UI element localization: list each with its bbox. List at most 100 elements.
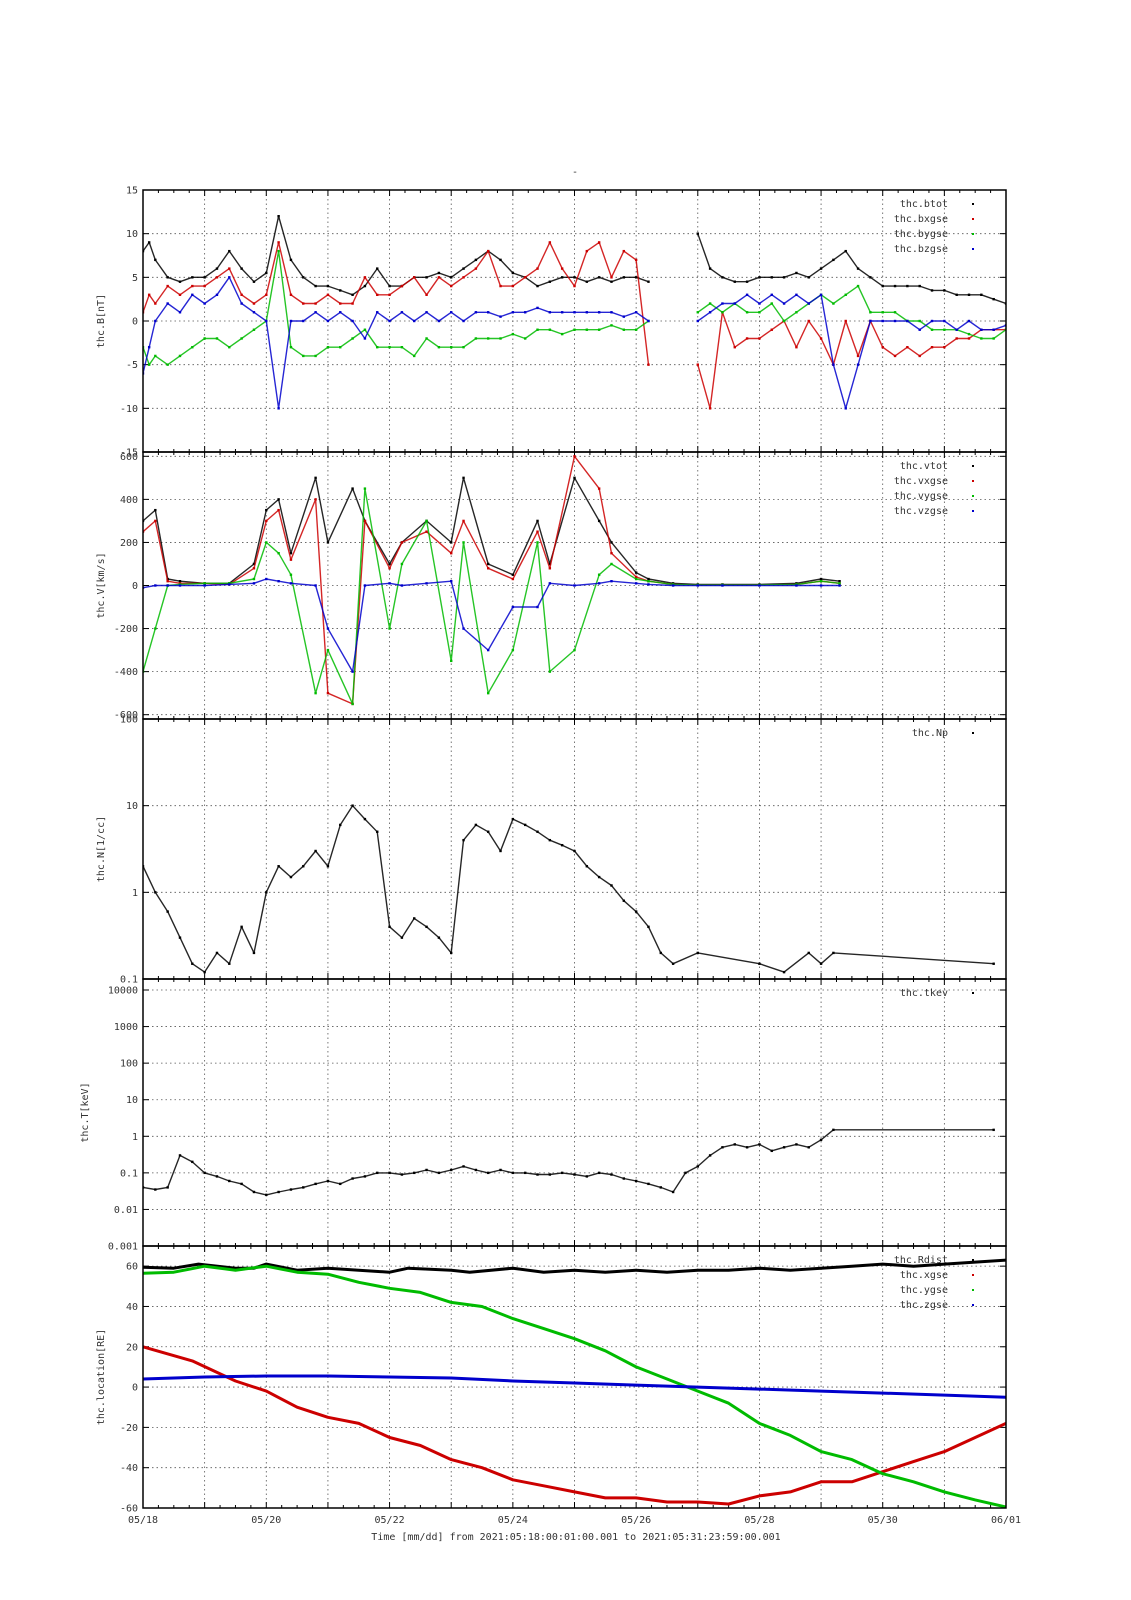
y-tick-label: 1 [132,888,138,899]
data-point [166,302,169,305]
data-point [462,1165,465,1168]
y-tick-label: 10 [126,801,138,812]
legend-marker [972,203,974,205]
data-point [289,346,293,349]
data-point [400,311,404,314]
data-point [758,276,761,279]
data-point [147,363,151,366]
data-point [166,579,169,583]
data-point [548,582,552,585]
data-point [376,267,379,270]
data-point [487,249,490,253]
data-point [166,276,169,279]
data-point [634,910,638,913]
data-point [807,319,810,323]
data-point [178,354,182,358]
data-point [943,328,946,331]
data-point [314,691,317,695]
data-point [511,332,515,336]
data-point [770,293,773,296]
data-point [450,276,453,279]
data-point [795,271,798,275]
data-point [585,1175,589,1178]
data-point [376,1171,379,1175]
data-point [154,354,157,358]
data-point [154,891,157,894]
data-point [326,284,330,288]
data-point [363,584,367,587]
data-point [450,311,453,314]
data-point [413,319,416,323]
data-point [634,575,638,579]
data-point [400,346,404,349]
data-point [647,1182,650,1186]
data-point [610,579,613,583]
data-point [819,1138,823,1142]
data-point [733,280,736,283]
data-point [560,267,564,270]
data-point [252,951,256,955]
data-point [252,1190,256,1194]
data-point [388,582,391,585]
data-point [265,319,268,323]
data-point [252,562,256,566]
data-point [437,319,441,323]
y-tick-label: 60 [126,1262,138,1273]
data-point [215,276,219,279]
data-point [154,584,157,587]
data-point [178,584,182,587]
data-point [400,284,404,288]
data-point [893,284,897,288]
data-point [560,311,564,314]
data-point [758,962,761,965]
data-point [671,962,675,965]
data-point [597,487,601,490]
data-point [536,830,539,833]
data-point [511,573,515,576]
data-point [487,830,490,833]
data-point [240,1182,243,1186]
data-point [992,1128,995,1132]
data-point [782,319,786,323]
data-point [191,276,194,279]
y-tick-label: -40 [120,1463,138,1474]
data-point [832,302,835,305]
data-point [597,875,601,879]
data-point [314,302,317,305]
data-point [955,328,958,331]
data-point [708,267,712,270]
data-point [733,1143,736,1146]
data-point [511,577,515,581]
data-point [314,354,317,358]
data-point [819,579,823,583]
data-point [696,951,699,955]
x-tick-label: 05/30 [868,1515,898,1526]
data-point [388,1171,391,1175]
data-point [326,865,330,868]
data-point [462,519,465,523]
panel-T: 0.001 0.01 0.1 1 10 100 1000 10000 thc.T[keV] thc… [80,978,1007,1253]
data-point [326,691,330,695]
data-point [314,849,317,853]
data-point [844,407,847,410]
data-point [240,337,243,340]
data-point [585,328,589,331]
data-point [980,293,983,296]
series-group [143,804,995,974]
data-point [166,1186,169,1189]
data-point [191,962,194,965]
data-point [696,319,699,323]
data-point [585,249,589,253]
data-point [819,293,823,296]
data-point [277,498,280,501]
data-point [659,951,662,955]
data-point [573,648,576,652]
data-point [450,579,453,583]
data-point [560,332,564,336]
data-point [943,346,946,349]
legend-label: thc.bxgse [894,214,948,225]
legend-label: thc.bygse [894,229,948,240]
legend-label: thc.vtot [900,461,948,472]
data-point [363,328,367,331]
